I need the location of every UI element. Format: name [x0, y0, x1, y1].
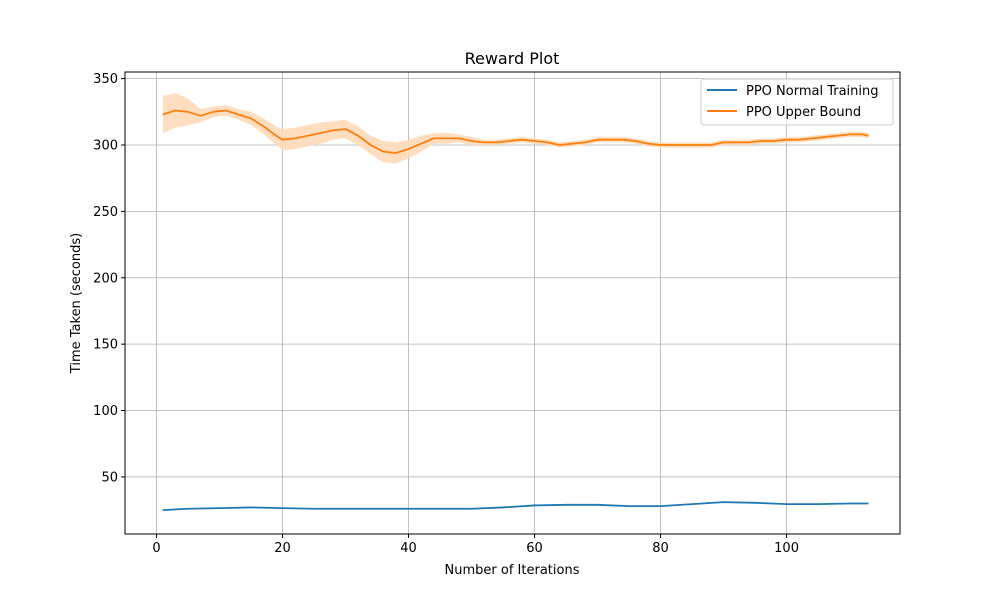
x-tick-label: 40 [400, 541, 417, 556]
x-tick-label: 20 [274, 541, 291, 556]
series-line-ppo-upper-bound [162, 109, 869, 154]
legend: PPO Normal Training PPO Upper Bound [700, 78, 894, 126]
y-tick-label: 300 [93, 139, 118, 154]
x-tick-label: 100 [774, 541, 799, 556]
x-axis-label: Number of Iterations [445, 563, 580, 578]
y-tick-label: 200 [93, 271, 118, 286]
legend-label-ppo-normal-training: PPO Normal Training [746, 84, 879, 99]
y-tick-label: 150 [93, 338, 118, 353]
x-axis-ticks: 0 20 40 60 80 100 [152, 534, 799, 556]
confidence-bands [162, 93, 869, 164]
legend-box [700, 78, 894, 126]
y-axis-label: Time Taken (seconds) [69, 233, 84, 374]
chart-title: Reward Plot [465, 49, 560, 68]
y-axis-ticks: 50 100 150 200 250 300 350 [93, 72, 125, 485]
y-tick-label: 100 [93, 404, 118, 419]
series-lines [162, 109, 869, 512]
legend-label-ppo-upper-bound: PPO Upper Bound [746, 105, 861, 120]
y-tick-label: 50 [101, 470, 118, 485]
series-line-ppo-normal-training [162, 501, 869, 512]
x-tick-label: 0 [152, 541, 160, 556]
x-tick-label: 60 [526, 541, 543, 556]
x-tick-label: 80 [652, 541, 669, 556]
y-tick-label: 350 [93, 72, 118, 87]
y-tick-label: 250 [93, 205, 118, 220]
band-ppo-upper-bound [162, 93, 869, 164]
plot-frame [124, 71, 901, 535]
